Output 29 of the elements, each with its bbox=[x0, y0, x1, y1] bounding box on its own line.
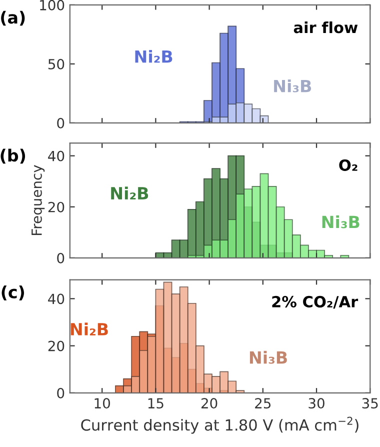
x-tick-label: 30 bbox=[308, 398, 324, 409]
y-tick-label: 20 bbox=[48, 202, 64, 212]
x-tick-label: 35 bbox=[362, 398, 378, 409]
x-tick-label: 15 bbox=[148, 398, 164, 409]
series-label: Ni₃B bbox=[250, 350, 287, 364]
text: Ni₂B bbox=[135, 50, 172, 63]
chart-title: (c) bbox=[2, 285, 24, 300]
y-tick-label: 50 bbox=[48, 58, 64, 70]
y-tick-label: 0 bbox=[57, 388, 64, 398]
y-tick-label: 0 bbox=[57, 252, 64, 264]
y-tick-label: 40 bbox=[48, 294, 64, 304]
x-tick-label: 25 bbox=[255, 398, 271, 409]
chart-title: (b) bbox=[0, 148, 26, 164]
series-label: Ni₃B bbox=[322, 215, 360, 228]
series-label: Ni₃B bbox=[274, 79, 312, 92]
y-tick-label: 40 bbox=[48, 150, 64, 162]
series-label: Ni₂B bbox=[70, 322, 108, 336]
y-axis-title: Frequency bbox=[32, 165, 45, 235]
annotation: 2% CO₂/Ar bbox=[272, 296, 358, 309]
x-axis-title: Current density at 1.80 V (mA cm$^{−2}$) bbox=[81, 416, 358, 434]
annotation: air flow bbox=[294, 21, 358, 34]
y-tick-label: 20 bbox=[48, 340, 64, 352]
y-tick-label: 0 bbox=[57, 118, 64, 128]
chart-title: (a) bbox=[1, 10, 25, 26]
x-tick-label: 10 bbox=[94, 398, 110, 409]
annotation: O₂ bbox=[339, 159, 358, 171]
x-tick-label: 20 bbox=[201, 398, 218, 409]
y-tick-label: 100 bbox=[40, 0, 64, 10]
text: Ni₂B bbox=[111, 186, 148, 200]
